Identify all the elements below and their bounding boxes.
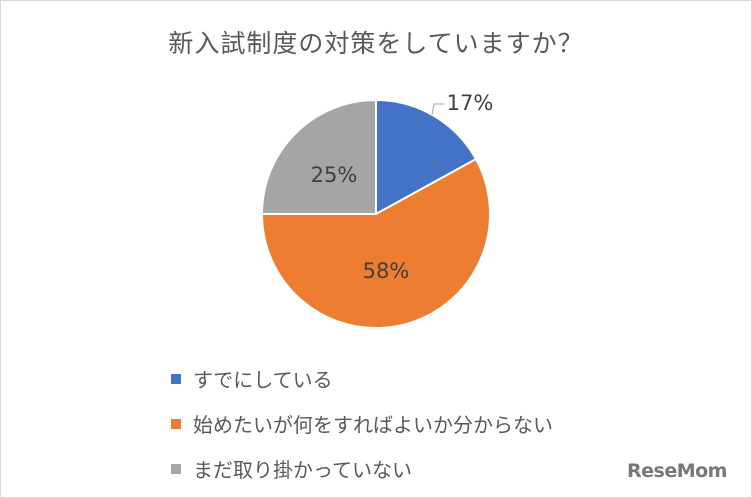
legend-label: 始めたいが何をすればよいか分からない	[193, 413, 553, 437]
legend-label: まだ取り掛かっていない	[193, 458, 412, 482]
data-label: 58%	[363, 259, 410, 283]
data-label: 25%	[311, 163, 358, 187]
legend-item: 始めたいが何をすればよいか分からない	[171, 401, 553, 446]
legend-swatch	[171, 463, 181, 474]
legend-item: すでにしている	[171, 356, 553, 401]
pie-slice	[375, 98, 478, 216]
legend-swatch	[171, 418, 181, 429]
chart-title: 新入試制度の対策をしていますか？	[168, 29, 584, 58]
legend-label: すでにしている	[193, 368, 333, 392]
legend-swatch	[171, 373, 181, 384]
legend-item: まだ取り掛かっていない	[171, 446, 553, 491]
resemom-logo: ReseMom	[627, 460, 727, 482]
leader-line	[431, 103, 444, 116]
legend: すでにしている始めたいが何をすればよいか分からない まだ取り掛かっていない	[171, 356, 553, 491]
data-label: 17%	[447, 91, 494, 115]
pie-slice	[260, 98, 377, 215]
pie-slice	[260, 157, 491, 329]
